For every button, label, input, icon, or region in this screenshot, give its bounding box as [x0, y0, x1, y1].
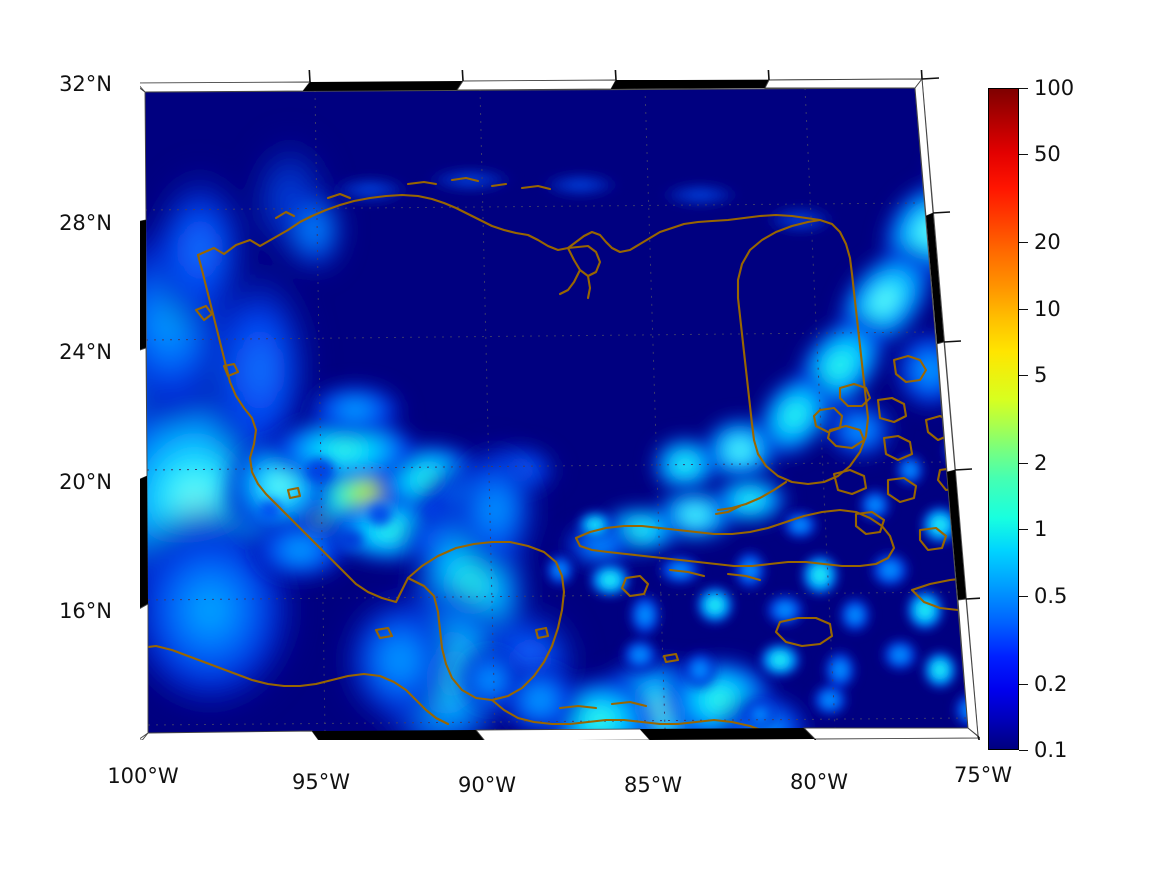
coastline-mexico-south — [145, 644, 450, 726]
y-tick-label-2: 24°N — [59, 340, 112, 364]
y-tick-label-3: 28°N — [59, 211, 112, 235]
colorbar-tick-3 — [1019, 529, 1028, 531]
colorbar-tick-9 — [1019, 88, 1028, 89]
coastline-yucatan — [406, 540, 566, 702]
y-tick-label-0: 16°N — [59, 599, 112, 623]
coastline-layer — [145, 176, 968, 733]
colorbar-tick-8 — [1019, 154, 1028, 156]
x-tick-label-3: 85°W — [624, 773, 682, 797]
colorbar-gradient — [988, 88, 1019, 750]
colorbar-tick-4 — [1019, 462, 1028, 464]
x-tick-label-1: 95°W — [292, 770, 350, 794]
coastline-us-gulf — [196, 193, 822, 257]
coastline-jamaica — [774, 616, 834, 648]
colorbar: 0.1 0.2 0.5 1 2 5 10 20 50 100 — [988, 76, 1074, 762]
blob-group-yucatan-shelf — [340, 440, 585, 733]
colorbar-label-9: 100 — [1034, 76, 1075, 100]
map-plot-area: 100°W 95°W 90°W 85°W 80°W 75°W 16°N 20°N… — [59, 70, 1012, 797]
colorbar-label-5: 5 — [1034, 363, 1048, 388]
colorbar-tick-5 — [1019, 375, 1028, 377]
coastline-florida — [736, 218, 870, 486]
colorbar-label-2: 0.5 — [1034, 583, 1068, 608]
y-tick-label-4: 32°N — [59, 72, 112, 96]
coastline-cuba — [574, 508, 896, 568]
map-frame — [140, 70, 980, 740]
colorbar-label-0: 0.1 — [1034, 738, 1068, 762]
coastline-mexico-east — [196, 253, 410, 604]
coastline-central-america — [490, 698, 782, 733]
frame-bottom-segments — [141, 727, 980, 740]
colorbar-label-3: 1 — [1034, 517, 1048, 542]
y-tick-label-1: 20°N — [59, 470, 112, 494]
colorbar-tick-6 — [1019, 308, 1028, 310]
x-tick-label-0: 100°W — [107, 764, 179, 788]
colorbar-label-1: 0.2 — [1034, 671, 1068, 696]
x-tick-label-4: 80°W — [790, 770, 848, 794]
colorbar-label-7: 20 — [1034, 230, 1061, 255]
heatmap-field — [145, 88, 968, 733]
colorbar-label-8: 50 — [1034, 142, 1061, 167]
colorbar-tick-2 — [1019, 595, 1028, 597]
coastline-florida-keys — [716, 480, 788, 512]
colorbar-tick-1 — [1019, 683, 1028, 685]
colorbar-tick-7 — [1019, 242, 1028, 244]
frame-ticks — [308, 70, 980, 740]
colorbar-label-6: 10 — [1034, 296, 1061, 321]
coastline-mississippi-delta — [566, 244, 602, 278]
frame-left-segments — [140, 87, 149, 740]
x-tick-label-2: 90°W — [458, 773, 516, 797]
colorbar-tick-0 — [1019, 750, 1028, 751]
graticule — [145, 88, 968, 733]
frame-top-segments — [140, 78, 923, 93]
colorbar-label-4: 2 — [1034, 450, 1048, 475]
x-tick-label-5: 75°W — [954, 763, 1012, 787]
map-svg — [140, 70, 980, 740]
blob-group-western-gulf — [145, 130, 345, 720]
blob-group-caribbean-patches — [544, 428, 968, 731]
